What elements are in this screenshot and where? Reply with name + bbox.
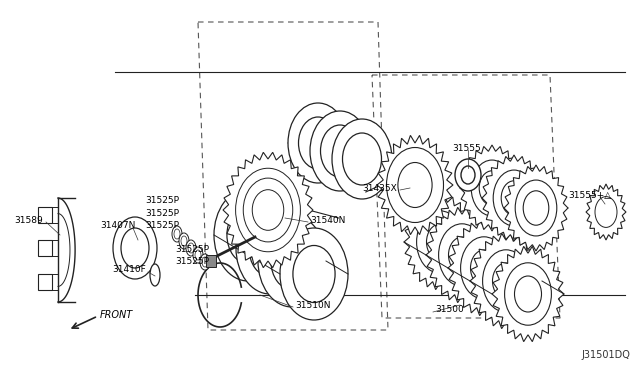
Bar — [38, 207, 52, 223]
Ellipse shape — [515, 276, 541, 312]
Ellipse shape — [200, 254, 210, 270]
Ellipse shape — [504, 263, 552, 325]
Polygon shape — [504, 165, 568, 251]
Ellipse shape — [342, 133, 381, 185]
Ellipse shape — [293, 246, 335, 302]
Ellipse shape — [280, 228, 348, 320]
Ellipse shape — [179, 233, 189, 249]
Polygon shape — [470, 233, 542, 328]
Ellipse shape — [150, 264, 160, 286]
Bar — [38, 240, 52, 256]
Text: 31589: 31589 — [14, 215, 43, 224]
Ellipse shape — [455, 159, 481, 191]
Ellipse shape — [186, 240, 196, 256]
Text: 31525P: 31525P — [145, 221, 179, 230]
Text: 31525P: 31525P — [175, 257, 209, 266]
Ellipse shape — [172, 226, 182, 242]
Ellipse shape — [595, 196, 617, 227]
Ellipse shape — [121, 228, 149, 268]
Ellipse shape — [252, 190, 284, 230]
Ellipse shape — [243, 178, 292, 242]
Ellipse shape — [310, 111, 370, 191]
Ellipse shape — [461, 166, 475, 184]
Polygon shape — [404, 194, 476, 290]
Polygon shape — [492, 246, 564, 341]
Polygon shape — [448, 220, 520, 316]
Polygon shape — [482, 155, 546, 241]
Ellipse shape — [471, 160, 513, 216]
Ellipse shape — [417, 211, 463, 273]
Text: 31540N: 31540N — [310, 215, 346, 224]
Ellipse shape — [258, 215, 326, 307]
Text: 31435X: 31435X — [362, 183, 397, 192]
Ellipse shape — [271, 232, 313, 289]
Polygon shape — [377, 135, 453, 235]
Polygon shape — [460, 145, 524, 231]
Ellipse shape — [493, 170, 535, 226]
Text: 31525P: 31525P — [145, 196, 179, 205]
Ellipse shape — [202, 257, 208, 267]
Bar — [38, 274, 52, 290]
Ellipse shape — [236, 168, 300, 252]
Ellipse shape — [298, 117, 337, 169]
Ellipse shape — [193, 247, 203, 263]
Text: 31525P: 31525P — [145, 208, 179, 218]
Ellipse shape — [479, 171, 505, 205]
Ellipse shape — [398, 163, 432, 208]
Bar — [206, 255, 216, 267]
Ellipse shape — [493, 263, 520, 299]
Polygon shape — [223, 152, 313, 268]
Ellipse shape — [214, 189, 282, 281]
Text: J31501DQ: J31501DQ — [581, 350, 630, 360]
Text: 31525P: 31525P — [175, 246, 209, 254]
Ellipse shape — [113, 217, 157, 279]
Text: 31555+△: 31555+△ — [568, 190, 611, 199]
Ellipse shape — [449, 237, 476, 273]
Ellipse shape — [461, 237, 508, 299]
Text: 31410F: 31410F — [112, 266, 146, 275]
Ellipse shape — [438, 224, 485, 286]
Text: 31407N: 31407N — [100, 221, 136, 230]
Ellipse shape — [288, 103, 348, 183]
Ellipse shape — [387, 148, 444, 222]
Ellipse shape — [523, 191, 548, 225]
Ellipse shape — [174, 229, 180, 239]
Ellipse shape — [195, 250, 201, 260]
Ellipse shape — [236, 202, 304, 294]
Polygon shape — [426, 207, 498, 303]
Ellipse shape — [321, 125, 360, 177]
Text: 31555: 31555 — [452, 144, 481, 153]
Ellipse shape — [483, 250, 529, 312]
Text: 31510N: 31510N — [295, 301, 330, 310]
Ellipse shape — [181, 236, 187, 246]
Ellipse shape — [227, 206, 269, 263]
Ellipse shape — [470, 250, 497, 286]
Ellipse shape — [501, 181, 527, 215]
Polygon shape — [586, 184, 626, 240]
Ellipse shape — [515, 180, 557, 236]
Ellipse shape — [188, 243, 194, 253]
Text: FRONT: FRONT — [100, 310, 133, 320]
Ellipse shape — [249, 219, 291, 276]
Text: 31500: 31500 — [435, 305, 464, 314]
Ellipse shape — [332, 119, 392, 199]
Ellipse shape — [426, 224, 454, 260]
